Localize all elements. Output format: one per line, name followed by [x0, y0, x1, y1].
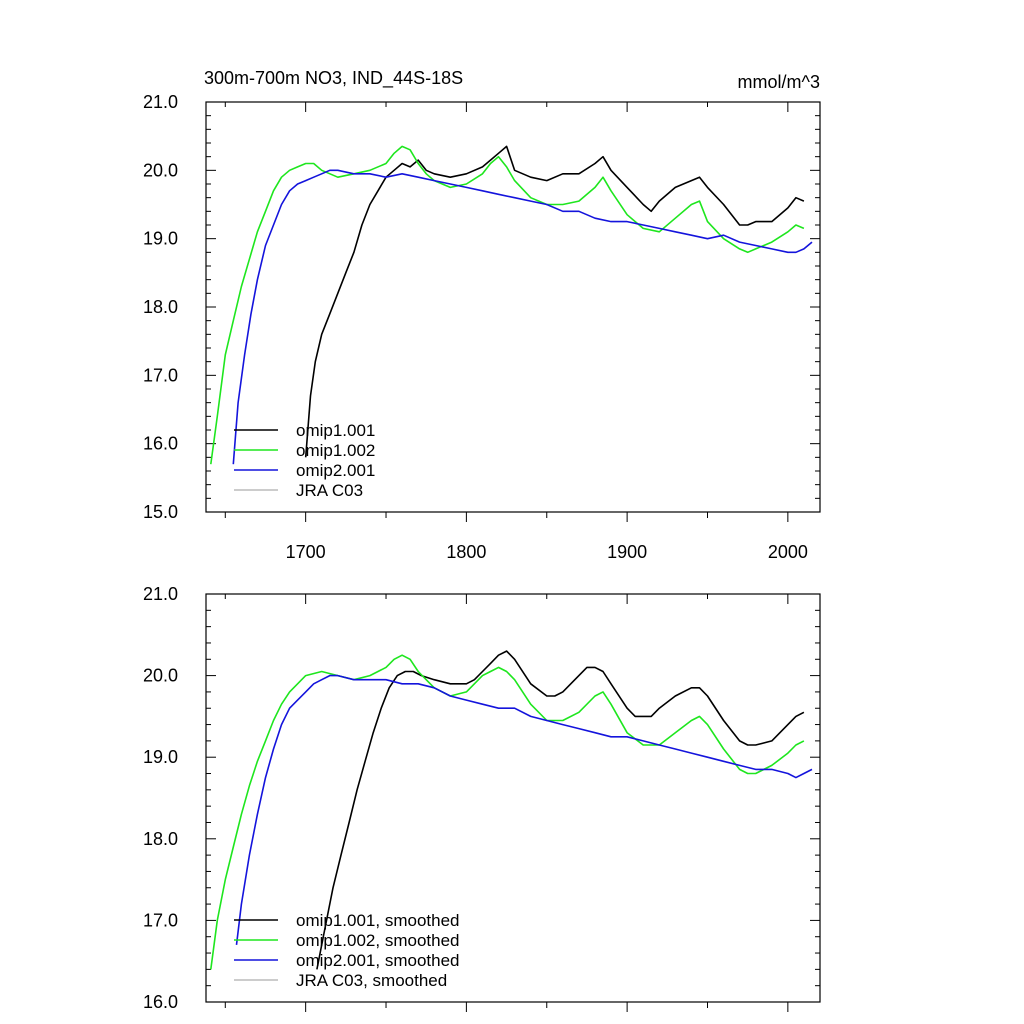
- y-tick-label: 16.0: [143, 992, 178, 1012]
- y-tick-label: 19.0: [143, 747, 178, 767]
- units-label: mmol/m^3: [738, 72, 820, 92]
- legend-label: omip2.001: [296, 461, 375, 480]
- series-line-omip2-001: [235, 674, 813, 945]
- y-tick-label: 21.0: [143, 584, 178, 604]
- legend-label: JRA C03: [296, 481, 363, 500]
- y-tick-label: 19.0: [143, 229, 178, 249]
- legend-label: omip1.002, smoothed: [296, 931, 460, 950]
- y-tick-label: 20.0: [143, 666, 178, 686]
- bottom-panel: 16.0 17.0 18.0 19.0 20.0 21.0 omip1.001, smoot…: [143, 584, 821, 1012]
- y-tick-label: 20.0: [143, 160, 178, 180]
- y-tick-label: 18.0: [143, 829, 178, 849]
- legend-label: omip1.001: [296, 421, 375, 440]
- series-line-omip1-001: [304, 145, 805, 458]
- chart-title: 300m-700m NO3, IND_44S-18S: [204, 68, 463, 89]
- plot-frame: [205, 593, 821, 1003]
- legend-label: JRA C03, smoothed: [296, 971, 447, 990]
- y-tick-label: 18.0: [143, 297, 178, 317]
- x-tick-label: 1900: [607, 542, 647, 562]
- y-tick-label: 15.0: [143, 502, 178, 522]
- y-tick-label: 17.0: [143, 365, 178, 385]
- y-tick-label: 17.0: [143, 910, 178, 930]
- legend-label: omip1.001, smoothed: [296, 911, 460, 930]
- x-tick-label: 1700: [286, 542, 326, 562]
- series-line-omip1-002: [210, 654, 805, 970]
- x-tick-label: 1800: [446, 542, 486, 562]
- legend-label: omip1.002: [296, 441, 375, 460]
- legend-label: omip2.001, smoothed: [296, 951, 460, 970]
- series-line-omip1-002: [210, 145, 805, 465]
- y-tick-label: 16.0: [143, 434, 178, 454]
- y-tick-label: 21.0: [143, 92, 178, 112]
- series-line-omip2-001: [232, 169, 813, 465]
- x-tick-label: 2000: [768, 542, 808, 562]
- series-line-omip1-001: [316, 650, 805, 970]
- top-panel: 15.0 16.0 17.0 18.0 19.0 20.0 21.0 1700 1800 1900…: [143, 92, 821, 562]
